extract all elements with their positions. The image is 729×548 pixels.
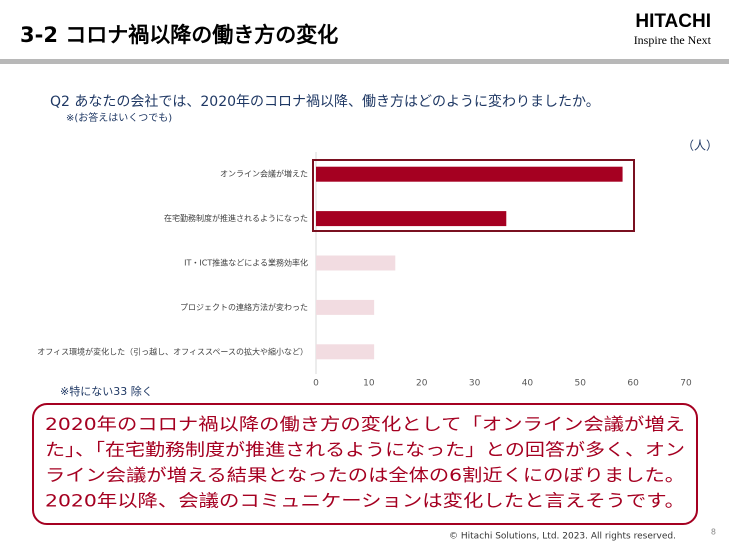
x-tick-label: 30 xyxy=(469,379,481,389)
slide-title: 3-2 コロナ禍以降の働き方の変化 xyxy=(20,23,338,47)
y-tick-label: オンライン会議が増えた xyxy=(220,169,308,179)
highlight-box xyxy=(312,159,635,232)
copyright: © Hitachi Solutions, Ltd. 2023. All righ… xyxy=(449,532,676,542)
logo: HITACHI xyxy=(635,11,711,32)
x-tick-label: 20 xyxy=(416,379,428,389)
bar xyxy=(316,255,396,271)
x-tick-label: 0 xyxy=(313,379,319,389)
question-note: ※(お答えはいくつでも) xyxy=(66,111,172,124)
summary-line: 2020年以降、会議のコミュニケーションは変化したと言えそうです。 xyxy=(45,492,685,512)
summary-line: 2020年のコロナ禍以降の働き方の変化として「オンライン会議が増え xyxy=(45,415,685,435)
bar xyxy=(316,344,375,360)
unit-label: （人） xyxy=(682,139,718,153)
x-tick-label: 70 xyxy=(680,379,692,389)
x-tick-label: 40 xyxy=(522,379,534,389)
summary-box xyxy=(32,403,698,525)
summary-line: た」、「在宅勤務制度が推進されるようになった」との回答が多く、オン xyxy=(45,441,685,461)
page-number: 8 xyxy=(711,528,716,537)
chart: 0 10 20 30 40 50 60 70 オンライン会議が増えた在宅勤務制度が推進されるよう… xyxy=(37,152,692,389)
tagline: Inspire the Next xyxy=(634,33,712,47)
summary-line: ライン会議が増える結果となったのは全体の6割近くにのぼりました。 xyxy=(45,466,685,486)
bar xyxy=(316,211,507,227)
x-tick-label: 60 xyxy=(627,379,639,389)
summary: 2020年のコロナ禍以降の働き方の変化として「オンライン会議が増えた」、「在宅勤… xyxy=(45,415,685,512)
chart-note: ※特にない33 除く xyxy=(60,384,153,398)
bar xyxy=(316,166,623,182)
x-tick-label: 10 xyxy=(363,379,375,389)
header-rule xyxy=(0,59,729,64)
y-tick-label: 在宅勤務制度が推進されるようになった xyxy=(164,213,308,223)
question: Q2 あなたの会社では、2020年のコロナ禍以降、働き方はどのように変わりました… xyxy=(50,93,600,110)
bar xyxy=(316,299,375,315)
y-tick-label: IT・ICT推進などによる業務効率化 xyxy=(184,258,308,268)
x-tick-label: 50 xyxy=(575,379,587,389)
y-tick-label: プロジェクトの連絡方法が変わった xyxy=(180,302,308,312)
y-tick-label: オフィス環境が変化した（引っ越し、オフィススペースの拡大や縮小など） xyxy=(37,346,308,356)
